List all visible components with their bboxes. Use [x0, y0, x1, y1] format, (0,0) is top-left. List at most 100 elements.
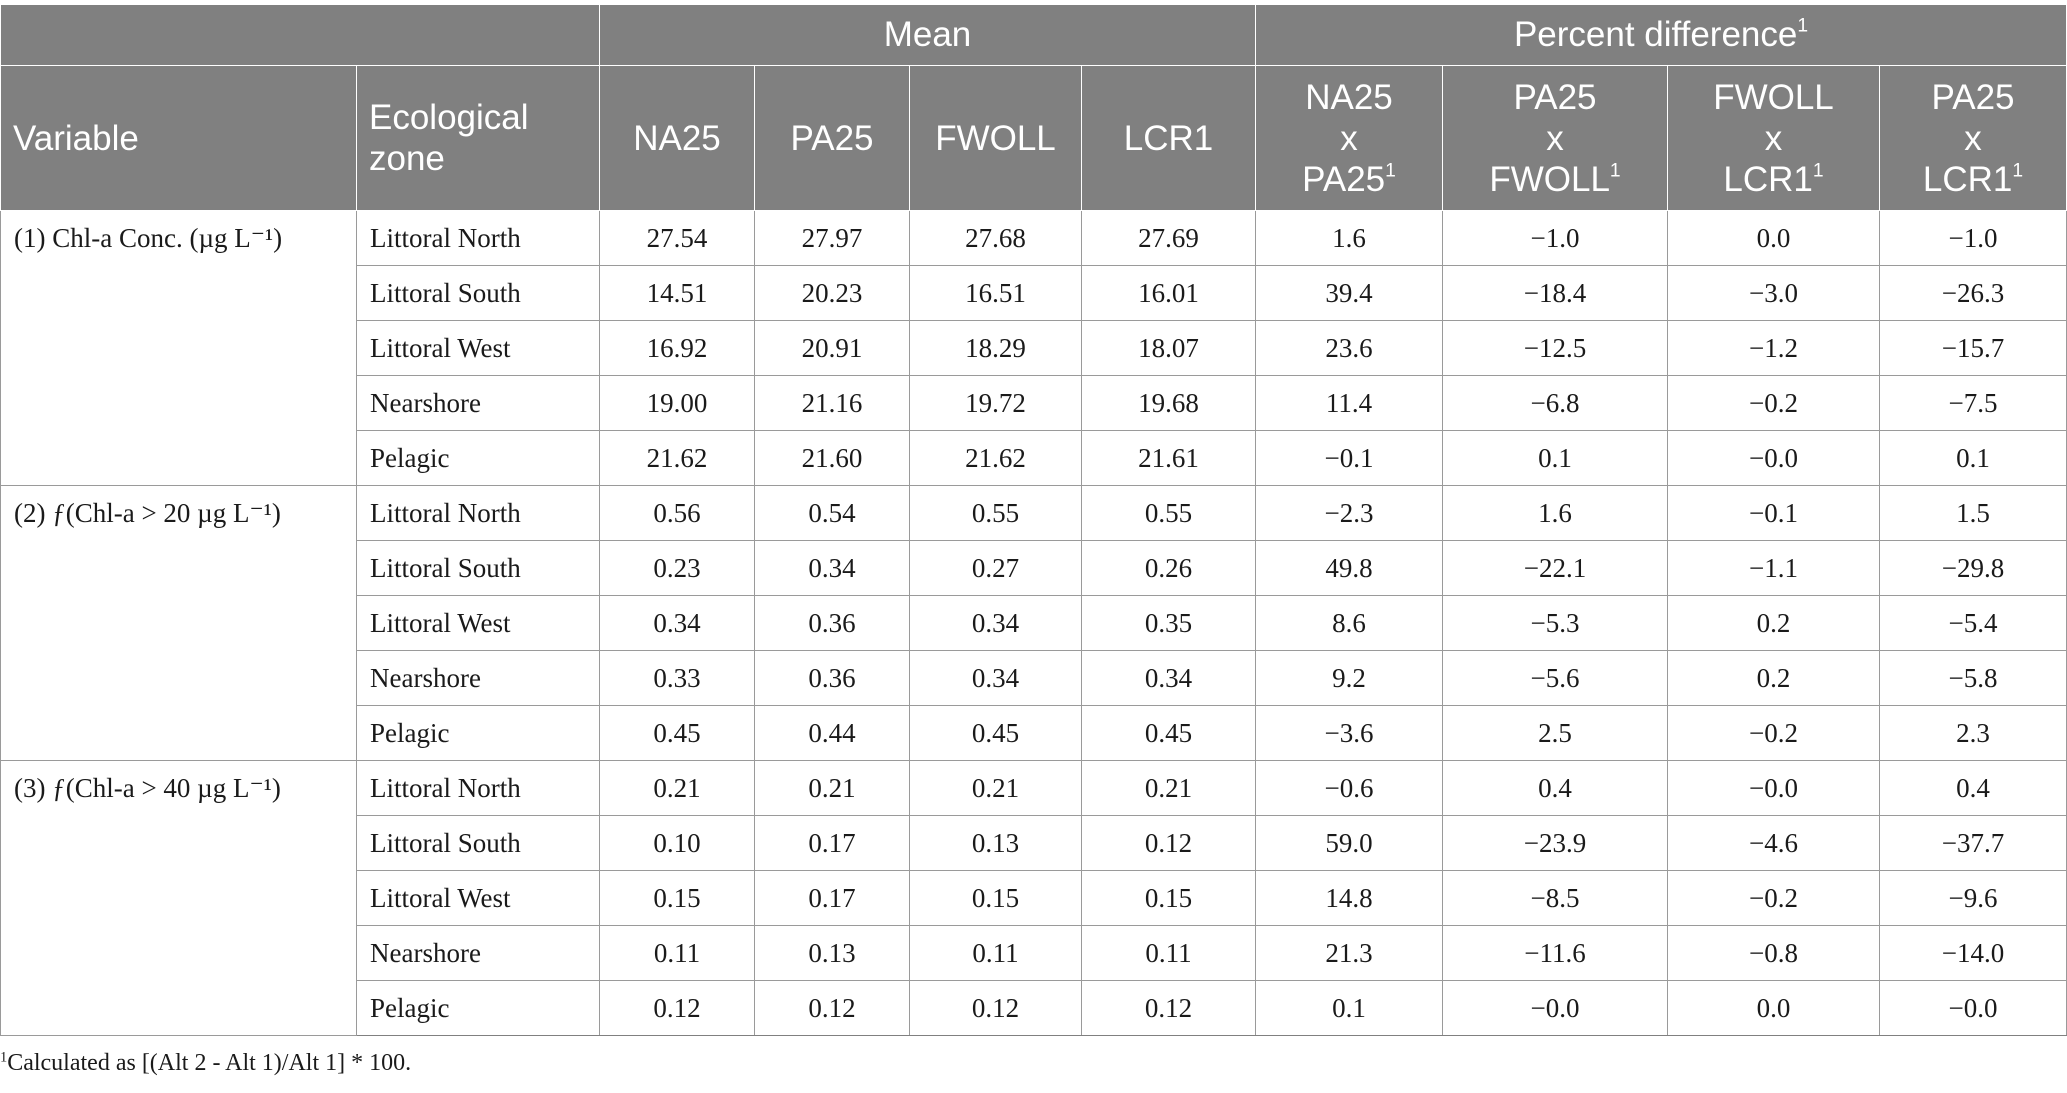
diff-col-sup: 1: [2012, 160, 2024, 182]
mean-value-cell: 27.68: [909, 210, 1082, 266]
mean-col-label: NA25: [633, 118, 721, 158]
percent-diff-cell: 11.4: [1255, 375, 1443, 431]
mean-value-cell: 0.12: [754, 980, 910, 1036]
percent-diff-cell: −0.2: [1667, 870, 1880, 926]
header-column-row: Variable Ecological zone NA25 PA25 FWOLL…: [0, 65, 2067, 211]
percent-group-label: Percent difference: [1513, 15, 1798, 54]
percent-diff-cell: −15.7: [1878, 320, 2067, 376]
table-header: Mean Percent difference1 Variable Ecolog…: [0, 4, 2067, 211]
zone-cell: Littoral West: [356, 595, 600, 651]
variable-header-label: Variable: [13, 118, 139, 158]
header-mean-col: FWOLL: [909, 65, 1082, 211]
table-row: Pelagic 21.62 21.60 21.62 21.61 −0.1 0.1 −0.0 0.…: [1, 430, 2067, 486]
table-footnote: 1Calculated as [(Alt 2 - Alt 1)/Alt 1] *…: [0, 1050, 411, 1077]
percent-diff-cell: −0.1: [1255, 430, 1443, 486]
zone-cell: Pelagic: [356, 705, 600, 761]
percent-diff-cell: 0.1: [1255, 980, 1443, 1036]
mean-value-cell: 16.51: [909, 265, 1082, 321]
diff-col-line3: LCR1: [1922, 159, 2013, 199]
percent-diff-cell: −5.8: [1878, 650, 2067, 706]
table-row: Littoral West 16.92 20.91 18.29 18.07 23.6 −12…: [1, 320, 2067, 376]
percent-diff-cell: −3.0: [1667, 265, 1880, 321]
mean-value-cell: 0.44: [754, 705, 910, 761]
mean-col-label: FWOLL: [935, 118, 1056, 158]
mean-value-cell: 0.23: [599, 540, 755, 596]
header-diff-col: FWOLL x LCR11: [1667, 65, 1880, 211]
mean-value-cell: 0.27: [909, 540, 1082, 596]
header-diff-col: PA25 x LCR11: [1878, 65, 2067, 211]
mean-value-cell: 0.21: [754, 760, 910, 816]
mean-value-cell: 27.97: [754, 210, 910, 266]
mean-value-cell: 21.60: [754, 430, 910, 486]
table-body: (1) Chl-a Conc. (µg L⁻¹) Littoral North 27…: [0, 210, 2067, 1036]
percent-diff-cell: −0.6: [1255, 760, 1443, 816]
diff-col-sup: 1: [1385, 160, 1396, 182]
mean-value-cell: 16.92: [599, 320, 755, 376]
diff-col-line1: FWOLL: [1713, 77, 1834, 117]
mean-value-cell: 0.34: [1081, 650, 1256, 706]
mean-value-cell: 0.21: [599, 760, 755, 816]
variable-cell: (1) Chl-a Conc. (µg L⁻¹): [0, 210, 357, 486]
mean-value-cell: 21.16: [754, 375, 910, 431]
results-table: Mean Percent difference1 Variable Ecolog…: [0, 4, 2067, 1036]
percent-diff-cell: −14.0: [1878, 925, 2067, 981]
percent-diff-cell: 1.6: [1442, 485, 1668, 541]
header-mean-col: LCR1: [1081, 65, 1256, 211]
header-variable: Variable: [0, 65, 357, 211]
table-row: (1) Chl-a Conc. (µg L⁻¹) Littoral North 27…: [0, 210, 2067, 486]
percent-diff-cell: 2.3: [1878, 705, 2067, 761]
percent-diff-cell: 0.2: [1667, 650, 1880, 706]
mean-value-cell: 27.54: [599, 210, 755, 266]
diff-col-line2: x: [1546, 118, 1564, 158]
mean-value-cell: 0.12: [1081, 815, 1256, 871]
results-table-container: Mean Percent difference1 Variable Ecolog…: [0, 4, 2067, 1036]
mean-value-cell: 20.91: [754, 320, 910, 376]
percent-diff-cell: −5.4: [1878, 595, 2067, 651]
percent-diff-cell: −0.0: [1667, 430, 1880, 486]
mean-value-cell: 0.12: [599, 980, 755, 1036]
percent-diff-cell: −3.6: [1255, 705, 1443, 761]
mean-value-cell: 0.35: [1081, 595, 1256, 651]
diff-col-line3: LCR1: [1723, 159, 1813, 199]
diff-col-line2: x: [1964, 118, 1982, 158]
percent-diff-cell: 0.4: [1878, 760, 2067, 816]
percent-diff-cell: 0.1: [1878, 430, 2067, 486]
mean-value-cell: 0.54: [754, 485, 910, 541]
diff-col-sup: 1: [1609, 160, 1621, 182]
mean-value-cell: 21.61: [1081, 430, 1256, 486]
percent-diff-cell: −4.6: [1667, 815, 1880, 871]
diff-col-line1: NA25: [1305, 77, 1393, 117]
percent-diff-cell: −6.8: [1442, 375, 1668, 431]
percent-diff-cell: −23.9: [1442, 815, 1668, 871]
percent-diff-cell: 9.2: [1255, 650, 1443, 706]
mean-value-cell: 0.10: [599, 815, 755, 871]
percent-diff-cell: −0.0: [1878, 980, 2067, 1036]
header-mean-col: NA25: [599, 65, 755, 211]
mean-value-cell: 19.00: [599, 375, 755, 431]
mean-value-cell: 0.15: [1081, 870, 1256, 926]
percent-diff-cell: −0.8: [1667, 925, 1880, 981]
percent-diff-cell: 23.6: [1255, 320, 1443, 376]
mean-value-cell: 18.29: [909, 320, 1082, 376]
percent-diff-cell: 0.0: [1667, 210, 1880, 266]
percent-diff-cell: 0.2: [1667, 595, 1880, 651]
zone-cell: Littoral West: [356, 320, 600, 376]
variable-cell: (3) ƒ(Chl-a > 40 µg L⁻¹): [0, 760, 357, 1036]
diff-col-line3: FWOLL: [1489, 159, 1610, 199]
mean-value-cell: 0.36: [754, 595, 910, 651]
percent-diff-cell: −5.3: [1442, 595, 1668, 651]
table-row: Littoral South 0.23 0.34 0.27 0.26 49.8 −22.1−…: [1, 540, 2067, 596]
mean-value-cell: 0.36: [754, 650, 910, 706]
table-row: Nearshore 0.11 0.13 0.11 0.11 21.3 −11.6 −0.8 −1…: [1, 925, 2067, 981]
mean-value-cell: 0.34: [909, 650, 1082, 706]
percent-diff-cell: −1.0: [1878, 210, 2067, 266]
diff-col-line1: PA25: [1513, 77, 1597, 117]
mean-value-cell: 19.68: [1081, 375, 1256, 431]
mean-value-cell: 21.62: [909, 430, 1082, 486]
zone-cell: Nearshore: [356, 925, 600, 981]
zone-cell: Nearshore: [356, 375, 600, 431]
percent-diff-cell: 1.5: [1878, 485, 2067, 541]
percent-diff-cell: −1.1: [1667, 540, 1880, 596]
table-row: Littoral South 0.10 0.17 0.13 0.12 59.0 −23.9−…: [1, 815, 2067, 871]
mean-value-cell: 0.26: [1081, 540, 1256, 596]
